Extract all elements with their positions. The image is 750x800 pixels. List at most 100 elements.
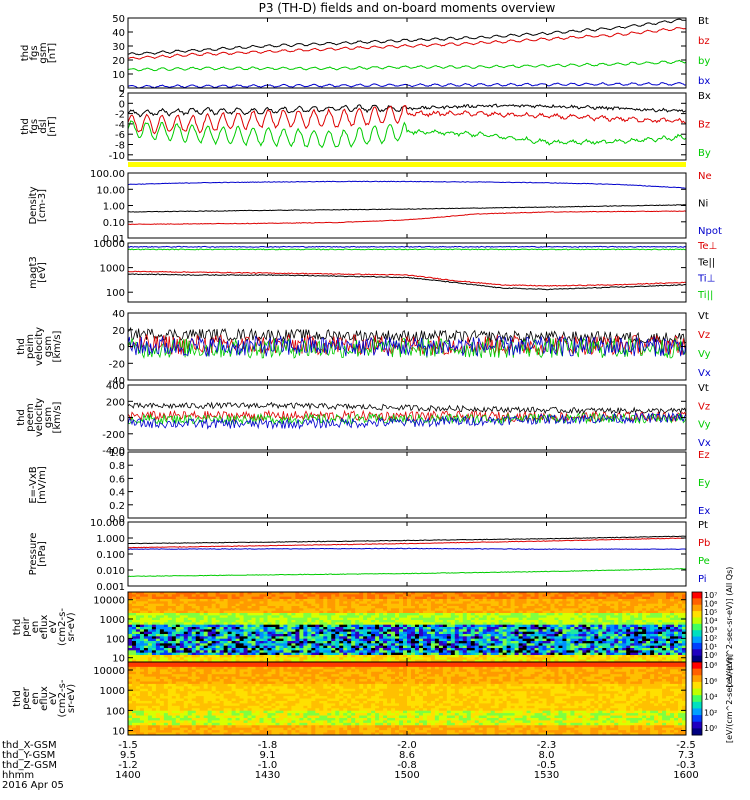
spectrogram-cell — [618, 596, 623, 600]
spectrogram-cell — [195, 592, 201, 595]
spectrogram-cell — [143, 599, 149, 602]
spectrogram-cell — [327, 655, 332, 658]
spectrogram-cell — [195, 655, 201, 658]
spectrogram-cell — [147, 631, 153, 635]
spectrogram-cell — [155, 601, 161, 605]
spectrogram-cell — [131, 645, 137, 649]
spectrogram-cell — [147, 641, 153, 644]
spectrogram-cell — [231, 594, 237, 598]
spectrogram-cell — [418, 638, 424, 642]
spectrogram-cell — [638, 657, 643, 661]
spectrogram-cell — [135, 606, 141, 609]
spectrogram-cell — [179, 652, 185, 656]
spectrogram-cell — [235, 655, 241, 658]
spectrogram-cell — [167, 624, 173, 628]
spectrogram-cell — [355, 615, 360, 619]
spectrogram-cell — [203, 638, 209, 642]
spectrogram-cell — [231, 613, 237, 616]
spectrogram-cell — [275, 599, 280, 602]
spectrogram-cell — [442, 596, 448, 600]
spectrogram-cell — [371, 657, 376, 661]
spectrogram-cell — [359, 601, 364, 605]
spectrogram-cell — [223, 645, 229, 649]
spectrogram-cell — [387, 596, 392, 600]
spectrogram-cell — [163, 631, 169, 635]
spectrogram-cell — [155, 700, 161, 704]
spectrogram-cell — [462, 601, 468, 605]
spectrogram-cell — [670, 645, 675, 649]
spectrogram-cell — [399, 645, 404, 649]
spectrogram-cell — [387, 641, 392, 644]
spectrogram-cell — [662, 655, 667, 658]
spectrogram-cell — [307, 641, 312, 644]
spectrogram-cell — [618, 606, 623, 609]
spectrogram-cell — [279, 648, 284, 651]
spectrogram-cell — [128, 622, 133, 626]
spectrogram-cell — [387, 652, 392, 656]
spectrogram-cell — [175, 662, 181, 665]
spectrogram-cell — [470, 650, 476, 654]
spectrogram-cell — [403, 655, 408, 658]
spectrogram-cell — [139, 641, 145, 644]
spectrogram-cell — [674, 634, 679, 637]
spectrogram-cell — [163, 698, 169, 702]
spectrogram-cell — [598, 613, 603, 616]
spectrogram-cell — [247, 648, 253, 651]
spectrogram-cell — [231, 627, 237, 630]
spectrogram-cell — [183, 669, 189, 673]
spectrogram-cell — [239, 648, 245, 651]
spectrogram-cell — [387, 592, 392, 595]
spectrogram-cell — [622, 615, 627, 619]
spectrogram-cell — [223, 657, 229, 661]
spectrogram-cell — [147, 662, 153, 665]
spectrogram-cell — [554, 629, 559, 633]
spectrogram-cell — [498, 629, 504, 633]
spectrogram-cell — [442, 608, 448, 612]
spectrogram-cell — [490, 638, 496, 642]
spectrogram-cell — [359, 592, 364, 595]
spectrogram-cell — [450, 615, 456, 619]
spectrogram-cell — [586, 629, 591, 633]
spectrogram-cell — [598, 650, 603, 654]
spectrogram-cell — [526, 650, 532, 654]
spectrogram-cell — [574, 627, 579, 630]
spectrogram-cell — [482, 648, 488, 651]
spectrogram-cell — [682, 594, 687, 598]
spectrogram-cell — [339, 608, 344, 612]
spectrogram-cell — [426, 594, 432, 598]
spectrogram-cell — [163, 664, 169, 668]
spectrogram-cell — [179, 722, 185, 726]
y-tick-label: 0.6 — [109, 474, 125, 485]
spectrogram-cell — [239, 650, 245, 654]
spectrogram-cell — [335, 627, 340, 630]
spectrogram-cell — [582, 631, 587, 635]
spectrogram-cell — [574, 631, 579, 635]
spectrogram-cell — [251, 622, 257, 626]
spectrogram-cell — [546, 636, 551, 640]
spectrogram-cell — [470, 641, 476, 644]
spectrogram-cell — [175, 725, 181, 729]
spectrogram-cell — [143, 645, 149, 649]
spectrogram-cell — [399, 615, 404, 619]
spectrogram-cell — [646, 596, 651, 600]
spectrogram-cell — [387, 650, 392, 654]
spectrogram-cell — [442, 643, 448, 647]
spectrogram-cell — [131, 725, 137, 729]
spectrogram-cell — [159, 608, 165, 612]
spectrogram-cell — [195, 634, 201, 637]
spectrogram-cell — [418, 641, 424, 644]
spectrogram-cell — [654, 608, 659, 612]
spectrogram-cell — [143, 696, 149, 699]
spectrogram-cell — [179, 594, 185, 598]
spectrogram-cell — [510, 613, 516, 616]
spectrogram-cell — [175, 608, 181, 612]
spectrogram-cell — [128, 620, 133, 623]
spectrogram-cell — [474, 608, 480, 612]
spectrogram-cell — [167, 599, 173, 602]
spectrogram-cell — [434, 624, 440, 628]
spectrogram-cell — [227, 596, 233, 600]
spectrogram-cell — [135, 620, 141, 623]
spectrogram-cell — [187, 634, 193, 637]
spectrogram-cell — [574, 624, 579, 628]
